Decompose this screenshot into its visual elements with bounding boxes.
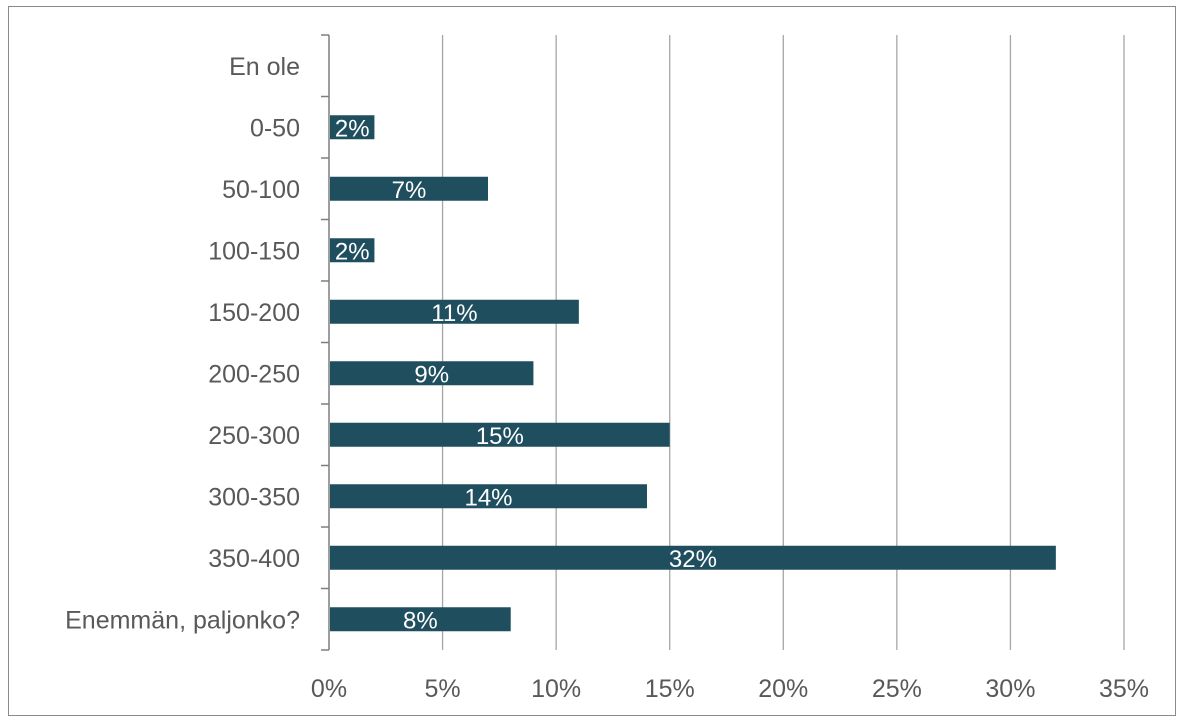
category-label: 50-100 — [222, 176, 300, 204]
category-label: 250-300 — [208, 422, 300, 450]
data-label: 8% — [403, 607, 438, 634]
category-axis — [321, 34, 330, 651]
bar — [330, 176, 488, 201]
data-label: 2% — [335, 115, 370, 142]
labels: 0% 5% 10% 15% 20% 25% 30% 35% En ole 0-50 2% 50-100… — [65, 53, 1149, 703]
bar — [330, 361, 534, 386]
category-label: 100-150 — [208, 237, 300, 265]
bar — [330, 484, 647, 509]
bar — [330, 238, 375, 263]
bar — [330, 115, 375, 140]
bar — [330, 299, 579, 324]
x-tick-label: 15% — [645, 675, 695, 703]
data-label: 14% — [464, 484, 512, 511]
category-label: 350-400 — [208, 545, 300, 573]
x-tick-label: 35% — [1099, 675, 1149, 703]
x-tick-label: 25% — [872, 675, 922, 703]
category-label: 300-350 — [208, 483, 300, 511]
bar — [330, 422, 670, 447]
data-label: 11% — [431, 300, 477, 327]
data-label: 7% — [392, 177, 427, 204]
data-label: 15% — [476, 423, 524, 450]
chart-frame — [8, 6, 1176, 716]
bar — [330, 607, 511, 632]
data-label: 32% — [669, 546, 717, 573]
x-tick-label: 10% — [531, 675, 581, 703]
category-label: 150-200 — [208, 299, 300, 327]
x-tick-label: 5% — [425, 675, 461, 703]
category-label: Enemmän, paljonko? — [65, 606, 300, 634]
bar — [330, 545, 1056, 570]
x-tick-label: 0% — [311, 675, 347, 703]
x-tick-label: 20% — [758, 675, 808, 703]
bars — [330, 115, 1056, 632]
category-label: 0-50 — [250, 114, 300, 142]
data-label: 9% — [414, 361, 449, 388]
category-label: 200-250 — [208, 360, 300, 388]
x-tick-label: 30% — [985, 675, 1035, 703]
data-label: 2% — [335, 238, 370, 265]
category-label: En ole — [229, 53, 300, 81]
